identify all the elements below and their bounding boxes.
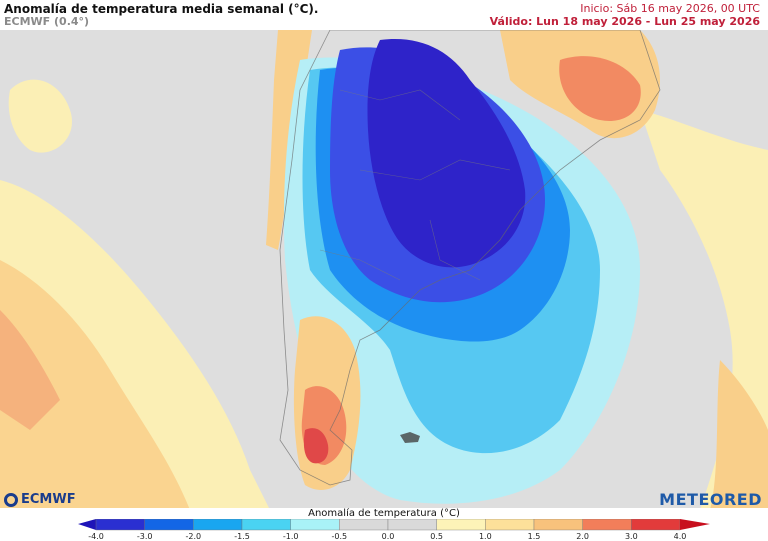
brazil-hot-core <box>559 56 641 121</box>
map-header: Anomalía de temperatura media semanal (°… <box>0 0 768 30</box>
pacific-west-hot <box>0 310 60 430</box>
ecmwf-ring-icon <box>4 492 18 507</box>
init-time: Inicio: Sáb 16 may 2026, 00 UTC <box>580 2 760 15</box>
legend-tick-label: 3.0 <box>624 532 638 541</box>
country-borders <box>319 89 511 281</box>
ecmwf-logo: ECMWF <box>4 492 76 507</box>
anomaly-map[interactable] <box>0 30 768 510</box>
legend-swatch <box>193 519 243 531</box>
legend-arrow-right <box>680 519 710 530</box>
legend-swatch <box>95 519 145 531</box>
pacific-warm-patch <box>8 79 72 153</box>
legend-swatch <box>144 519 194 531</box>
legend-swatch <box>485 519 535 531</box>
legend-title: Anomalía de temperatura (°C) <box>308 508 460 519</box>
valid-period: Válido: Lun 18 may 2026 - Lun 25 may 202… <box>489 15 760 28</box>
legend-bar <box>78 519 710 531</box>
legend-swatch <box>533 519 583 531</box>
falkland-islands <box>400 432 420 443</box>
legend-tick-label: 1.5 <box>527 532 541 541</box>
color-legend: Anomalía de temperatura (°C) -4.0 -3.0 -2.… <box>0 508 768 541</box>
ecmwf-logo-text: ECMWF <box>21 492 76 507</box>
legend-tick-label: 0.5 <box>430 532 444 541</box>
legend-tick-label: -3.0 <box>136 532 153 541</box>
meteored-logo: METEORED <box>659 490 762 509</box>
patagonia-very-hot <box>303 428 329 464</box>
pacific-warm <box>0 260 190 510</box>
legend-swatch <box>631 519 681 531</box>
legend-arrow-left <box>78 519 96 530</box>
legend-tick-label: -0.5 <box>331 532 348 541</box>
legend-tick-label: 0.0 <box>381 532 395 541</box>
legend-tick-label: -2.0 <box>185 532 202 541</box>
south-america-outline <box>279 30 661 486</box>
legend-swatch <box>339 519 389 531</box>
very-cold-core <box>367 39 526 268</box>
legend-swatch <box>241 519 291 531</box>
legend-swatch <box>290 519 340 531</box>
legend-tick-label: 1.0 <box>478 532 492 541</box>
legend-tick-label: -1.0 <box>282 532 299 541</box>
model-label: ECMWF (0.4°) <box>4 15 90 28</box>
legend-swatch <box>582 519 632 531</box>
legend-swatch <box>436 519 486 531</box>
legend-tick-label: -4.0 <box>88 532 104 541</box>
legend-tick-label: -1.5 <box>234 532 250 541</box>
map-title: Anomalía de temperatura media semanal (°… <box>4 2 319 16</box>
legend-swatch <box>387 519 437 531</box>
legend-tick-label: 4.0 <box>673 532 687 541</box>
legend-tick-label: 2.0 <box>576 532 590 541</box>
atlantic-se-warm <box>710 360 768 510</box>
